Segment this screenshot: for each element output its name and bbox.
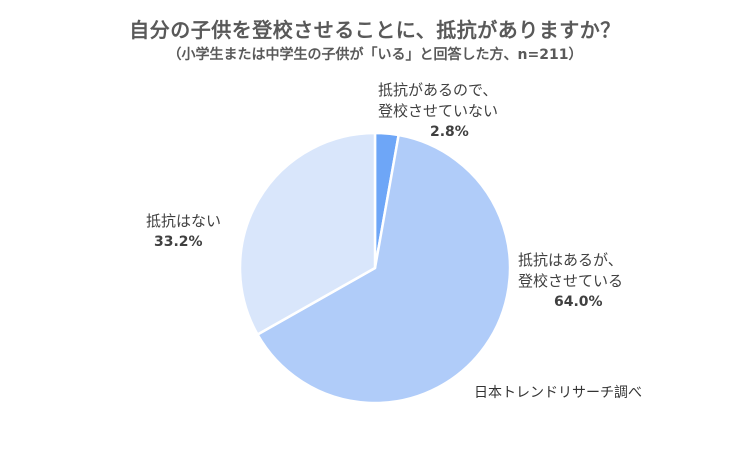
slice-label-no-concern: 抵抗はない 33.2% <box>146 211 221 253</box>
slice-label-line: 登校させていない <box>378 102 499 120</box>
slice-value-label: 2.8% <box>430 124 469 140</box>
slice-value-label: 64.0% <box>554 294 603 310</box>
slice-label-not-attending: 抵抗があるので、 登校させていない 2.8% <box>378 80 498 143</box>
slice-label-line: 抵抗はあるが、 <box>518 251 623 269</box>
chart-subtitle: （小学生または中学生の子供が「いる」と回答した方、n=211） <box>167 47 583 63</box>
pie-slices <box>238 131 512 405</box>
slice-label-attending-with-concern: 抵抗はあるが、 登校させている 64.0% <box>518 250 623 313</box>
slice-label-line: 抵抗があるので、 <box>378 81 498 99</box>
slice-label-line: 抵抗はない <box>146 212 222 230</box>
chart-title: 自分の子供を登校させることに、抵抗がありますか？ <box>129 18 621 42</box>
source-note: 日本トレンドリサーチ調べ <box>474 385 642 401</box>
slice-value-label: 33.2% <box>154 234 203 250</box>
slice-no-concern <box>238 131 377 336</box>
slice-attending-with-concern <box>256 133 512 405</box>
slice-label-line: 登校させている <box>518 272 624 290</box>
